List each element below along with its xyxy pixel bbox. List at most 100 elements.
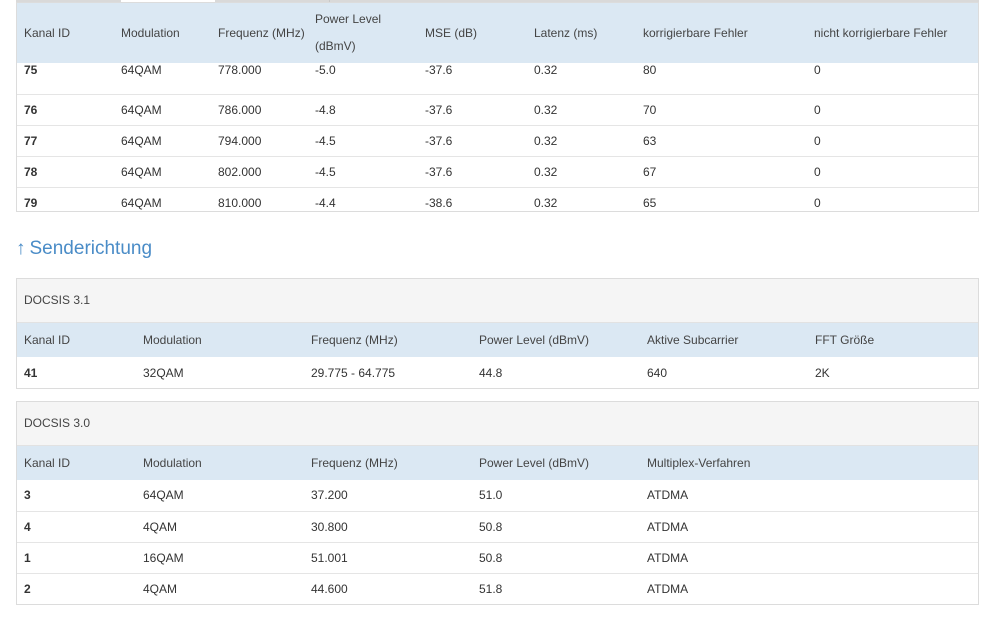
cell-frequenz: 44.600: [304, 572, 472, 604]
cell-aktive-subcarrier: 640: [647, 365, 668, 380]
cell-power-level: 50.8: [472, 510, 640, 542]
cell-mse: -38.6: [418, 186, 527, 218]
docsis30-table: Kanal ID Modulation Frequenz (MHz) Power…: [17, 446, 978, 604]
cell-kanal-id: 75: [24, 63, 38, 77]
table-row: 77 64QAM 794.000 -4.5 -37.6 0.32 63 0: [17, 124, 978, 156]
cell-kanal-id: 1: [17, 541, 136, 573]
docsis30-table-box: DOCSIS 3.0 Kanal ID Modulation Frequenz …: [16, 401, 979, 605]
downstream-table-box: Kanal ID Modulation Frequenz (MHz) Power…: [16, 2, 979, 218]
cell-frequenz: 802.000: [211, 155, 308, 187]
col-header-modulation: Modulation: [121, 26, 180, 40]
cell-power-level: -4.4: [308, 186, 418, 218]
cell-latenz: 0.32: [527, 93, 636, 125]
cell-modulation: 64QAM: [114, 93, 211, 125]
cell-modulation: 16QAM: [136, 541, 304, 573]
table-row: 3 64QAM 37.200 51.0 ATDMA: [17, 480, 978, 511]
cell-modulation: 64QAM: [143, 488, 184, 503]
cell-multiplex-verfahren: ATDMA: [647, 488, 689, 503]
power-level-unit: (dBmV): [315, 39, 356, 53]
cell-kanal-id: 3: [24, 488, 31, 503]
cell-power-level: 51.8: [472, 572, 640, 604]
cell-multiplex-verfahren: ATDMA: [640, 572, 978, 604]
cell-korrigierbare-fehler: 80: [643, 63, 657, 77]
cell-nicht-korrigierbare-fehler: 0: [807, 93, 978, 125]
docsis31-group-label: DOCSIS 3.1: [17, 279, 978, 323]
table-row: 2 4QAM 44.600 51.8 ATDMA: [17, 572, 978, 604]
cell-power-level: -4.8: [308, 93, 418, 125]
section-title-senderichtung: ↑ Senderichtung: [16, 238, 152, 260]
cell-nicht-korrigierbare-fehler: 0: [814, 63, 821, 77]
cell-power-level: -4.5: [308, 155, 418, 187]
col-header-mse: MSE (dB): [425, 26, 478, 40]
section-title-text: Senderichtung: [29, 238, 153, 259]
docsis31-table: Kanal ID Modulation Frequenz (MHz) Power…: [17, 323, 978, 388]
cell-modulation: 64QAM: [121, 63, 162, 77]
cell-power-level: 44.8: [479, 365, 503, 380]
cell-latenz: 0.32: [527, 124, 636, 156]
table-row: 41 32QAM 29.775 - 64.775 44.8 640 2K: [17, 357, 978, 388]
col-header-kanal-id: Kanal ID: [24, 26, 71, 40]
cell-kanal-id: 78: [17, 155, 114, 187]
cell-mse: -37.6: [418, 155, 527, 187]
cell-latenz: 0.32: [527, 155, 636, 187]
cell-frequenz: 51.001: [304, 541, 472, 573]
cell-kanal-id: 2: [17, 572, 136, 604]
col-header-power-level: Power Level (dBmV): [308, 3, 418, 63]
cell-power-level: 50.8: [472, 541, 640, 573]
cell-mse: -37.6: [418, 93, 527, 125]
cell-modulation: 64QAM: [114, 186, 211, 218]
cell-power-level: -4.5: [308, 124, 418, 156]
cell-multiplex-verfahren: ATDMA: [640, 541, 978, 573]
tab-bar-edge: [16, 0, 979, 3]
col-header-power-level: Power Level (dBmV): [479, 456, 590, 470]
cell-modulation: 4QAM: [136, 510, 304, 542]
cell-multiplex-verfahren: ATDMA: [640, 510, 978, 542]
cell-korrigierbare-fehler: 65: [636, 186, 807, 218]
col-header-fft-groesse: FFT Größe: [815, 333, 875, 347]
cell-frequenz: 30.800: [304, 510, 472, 542]
col-header-modulation: Modulation: [143, 456, 202, 470]
cell-kanal-id: 79: [17, 186, 114, 218]
col-header-power-level: Power Level (dBmV): [479, 333, 590, 347]
cell-latenz: 0.32: [527, 186, 636, 218]
downstream-table: Kanal ID Modulation Frequenz (MHz) Power…: [17, 3, 978, 218]
table-row: 1 16QAM 51.001 50.8 ATDMA: [17, 541, 978, 573]
cell-frequenz: 810.000: [211, 186, 308, 218]
cell-mse: -37.6: [425, 63, 453, 77]
col-header-kanal-id: Kanal ID: [24, 333, 71, 347]
col-header-frequenz: Frequenz (MHz): [311, 333, 398, 347]
docsis30-group-label: DOCSIS 3.0: [17, 402, 978, 446]
cell-modulation: 32QAM: [143, 365, 184, 380]
table-row: 79 64QAM 810.000 -4.4 -38.6 0.32 65 0: [17, 186, 978, 218]
cell-frequenz: 786.000: [211, 93, 308, 125]
cell-kanal-id: 77: [17, 124, 114, 156]
col-header-latenz: Latenz (ms): [534, 26, 598, 40]
col-header-aktive-subcarrier: Aktive Subcarrier: [647, 333, 739, 347]
cell-modulation: 64QAM: [114, 124, 211, 156]
col-header-korrigierbare-fehler: korrigierbare Fehler: [643, 26, 748, 40]
col-header-modulation: Modulation: [143, 333, 202, 347]
table-row: 75 64QAM 778.000 -5.0 -37.6 0.32 80 0: [17, 63, 978, 94]
cell-modulation: 64QAM: [114, 155, 211, 187]
table-row: 78 64QAM 802.000 -4.5 -37.6 0.32 67 0: [17, 155, 978, 187]
tab-active[interactable]: [120, 0, 216, 3]
tab-divider: [329, 0, 330, 2]
cell-frequenz: 778.000: [218, 63, 262, 77]
cell-frequenz: 37.200: [311, 488, 348, 503]
power-level-label: Power Level: [315, 12, 382, 26]
cell-nicht-korrigierbare-fehler: 0: [807, 186, 978, 218]
cell-korrigierbare-fehler: 70: [636, 93, 807, 125]
col-header-frequenz: Frequenz (MHz): [311, 456, 398, 470]
cell-power-level: 51.0: [479, 488, 503, 503]
table-row: 4 4QAM 30.800 50.8 ATDMA: [17, 510, 978, 542]
cell-kanal-id: 4: [17, 510, 136, 542]
cell-nicht-korrigierbare-fehler: 0: [807, 155, 978, 187]
col-header-multiplex-verfahren: Multiplex-Verfahren: [647, 456, 751, 470]
cell-frequenz: 794.000: [211, 124, 308, 156]
cell-modulation: 4QAM: [136, 572, 304, 604]
cell-fft-groesse: 2K: [815, 365, 830, 380]
docsis31-header-row: Kanal ID Modulation Frequenz (MHz) Power…: [17, 323, 978, 357]
cell-kanal-id: 76: [17, 93, 114, 125]
cell-power-level: -5.0: [315, 63, 336, 77]
cell-korrigierbare-fehler: 63: [636, 124, 807, 156]
